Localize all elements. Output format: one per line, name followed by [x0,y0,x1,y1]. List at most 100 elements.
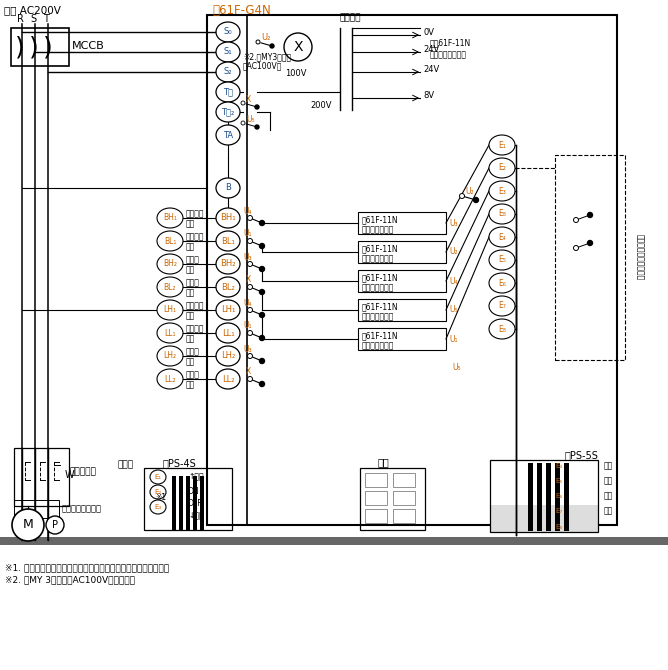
Text: S₂: S₂ [224,68,232,76]
Ellipse shape [157,300,183,320]
Ellipse shape [157,208,183,228]
Circle shape [256,40,260,44]
Text: E₈: E₈ [555,524,562,530]
Text: 上限: 上限 [186,358,195,366]
Text: ↓下限: ↓下限 [188,511,204,521]
Bar [393,491,415,505]
Text: 形61F-11N: 形61F-11N [362,216,399,224]
Bar [14,500,59,518]
Circle shape [587,212,593,218]
Bar [358,270,446,292]
Text: 各形61F-11N: 各形61F-11N [430,38,471,48]
Bar [193,476,197,531]
Text: （AC100V）: （AC100V） [243,62,283,70]
Bar [360,468,425,530]
Ellipse shape [157,254,183,274]
Text: LH₁: LH₁ [164,306,176,314]
Ellipse shape [216,42,240,62]
Ellipse shape [157,346,183,366]
Text: 形61F-G4N: 形61F-G4N [212,3,271,17]
Text: 形61F-11N: 形61F-11N [362,332,399,340]
Text: ON: ON [188,486,200,496]
Text: ※2. 形MY 3リレーはAC100V定格です。: ※2. 形MY 3リレーはAC100V定格です。 [5,576,135,584]
Text: リレーユニットへ: リレーユニットへ [430,50,467,60]
Bar [186,476,190,531]
Bar [11,28,69,66]
Ellipse shape [150,500,166,514]
Text: U₃: U₃ [449,218,458,228]
Ellipse shape [216,208,240,228]
Text: U₄: U₄ [244,206,253,216]
Text: E₅: E₅ [498,255,506,265]
Text: 8V: 8V [423,91,434,100]
Text: トランス: トランス [340,13,361,23]
Bar [546,463,551,531]
Text: 下限: 下限 [186,381,195,389]
Circle shape [255,105,259,109]
Circle shape [259,381,265,387]
Text: T꜀: T꜀ [223,88,233,96]
Bar [172,476,176,531]
Text: 満水: 満水 [186,312,195,320]
Text: LL₂: LL₂ [222,375,234,383]
Text: E₇: E₇ [555,508,562,514]
Bar [14,448,69,506]
Text: T: T [43,14,49,24]
Circle shape [587,241,593,245]
Text: E₅: E₅ [555,478,562,484]
Text: 渇水: 渇水 [186,334,195,344]
Text: MCCB: MCCB [72,41,105,51]
Text: BL₁: BL₁ [221,237,235,245]
Ellipse shape [489,181,515,201]
Bar [358,241,446,263]
Text: E₆: E₆ [498,279,506,287]
Text: リレーユニット: リレーユニット [362,312,394,322]
Circle shape [248,216,253,220]
Text: P: P [52,520,58,530]
Text: 上限: 上限 [186,265,195,275]
Text: U₅: U₅ [449,306,458,314]
Circle shape [474,198,478,202]
Text: U₄: U₄ [449,277,458,285]
Circle shape [259,289,265,295]
Bar [490,460,598,532]
Text: LL₂: LL₂ [164,375,176,383]
Text: LL₁: LL₁ [222,328,234,338]
Ellipse shape [216,102,240,122]
Bar [0,537,668,545]
Ellipse shape [150,470,166,484]
Text: E₈: E₈ [498,210,506,218]
Text: S: S [30,14,36,24]
Circle shape [248,239,253,243]
Ellipse shape [216,22,240,42]
Ellipse shape [216,323,240,343]
Text: ): ) [43,35,53,59]
Text: 形61F-11N: 形61F-11N [362,302,399,312]
Bar [555,463,560,531]
Text: E₃: E₃ [498,186,506,196]
Text: BL₁: BL₁ [164,237,176,245]
Circle shape [248,330,253,336]
Text: 停止: 停止 [604,476,613,486]
Text: 給水源: 給水源 [186,255,200,265]
Text: ): ) [29,35,39,59]
Bar [358,328,446,350]
Text: 始動: 始動 [604,492,613,500]
Text: 満水: 満水 [186,220,195,228]
Bar [393,509,415,523]
Text: U₂: U₂ [261,34,271,42]
Text: X: X [245,368,250,377]
Text: M: M [23,519,33,531]
Circle shape [270,44,274,48]
Text: 給水源: 給水源 [118,460,134,470]
Ellipse shape [157,323,183,343]
Bar [564,463,569,531]
Text: 形61F-11N: 形61F-11N [362,245,399,253]
Text: LH₂: LH₂ [221,352,235,360]
Text: U₅: U₅ [246,115,255,125]
Ellipse shape [157,369,183,389]
Text: リレーユニット: リレーユニット [362,255,394,263]
Bar [207,15,617,525]
Ellipse shape [489,227,515,247]
Circle shape [256,40,260,44]
